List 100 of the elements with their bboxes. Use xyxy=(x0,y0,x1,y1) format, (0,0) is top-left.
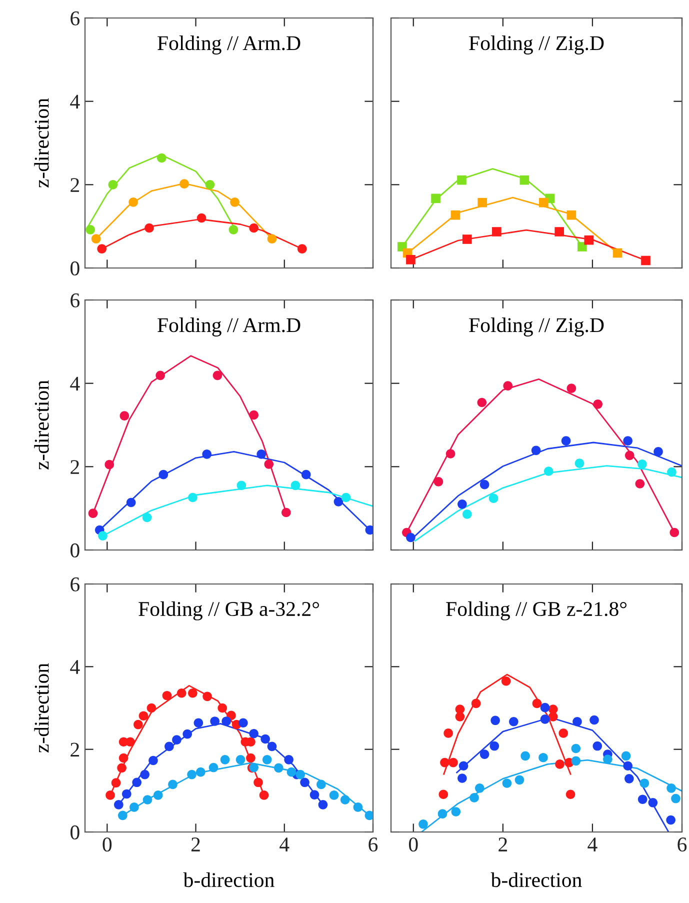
point xyxy=(638,794,648,804)
point xyxy=(450,210,460,220)
point xyxy=(267,234,277,244)
point xyxy=(282,508,291,518)
point xyxy=(267,742,277,752)
point xyxy=(212,370,222,380)
point xyxy=(480,480,490,490)
point xyxy=(462,510,472,519)
point xyxy=(540,702,550,712)
y-tick-label: 6 xyxy=(70,577,80,592)
y-tick-label: 4 xyxy=(70,94,80,109)
point xyxy=(648,798,658,808)
point xyxy=(474,784,484,793)
point xyxy=(318,800,328,810)
point xyxy=(446,449,456,458)
point xyxy=(210,716,220,726)
point xyxy=(438,790,448,800)
point xyxy=(451,807,461,816)
point xyxy=(120,411,130,420)
point xyxy=(590,715,599,725)
point xyxy=(188,492,198,502)
point xyxy=(554,227,564,236)
point xyxy=(503,381,513,390)
point xyxy=(249,410,258,420)
y-tick-label: 4 xyxy=(70,660,80,674)
point xyxy=(574,458,584,468)
point xyxy=(448,758,458,768)
point xyxy=(431,194,440,204)
point xyxy=(490,741,500,751)
point xyxy=(296,770,305,780)
point xyxy=(202,692,212,702)
point xyxy=(572,716,582,726)
point xyxy=(256,450,266,459)
point xyxy=(334,497,344,506)
point xyxy=(134,720,143,730)
point xyxy=(539,198,548,208)
point xyxy=(406,255,416,264)
point xyxy=(168,780,178,790)
point xyxy=(593,400,602,409)
point xyxy=(254,778,263,788)
point xyxy=(220,755,230,764)
point xyxy=(249,728,258,738)
point xyxy=(566,210,576,220)
point xyxy=(218,703,228,713)
point xyxy=(462,234,472,244)
y-tick-label: 2 xyxy=(70,460,79,474)
point xyxy=(126,737,135,747)
point xyxy=(284,755,294,764)
point xyxy=(114,800,124,810)
y-tick-label: 0 xyxy=(70,543,80,558)
x-tick-label: 2 xyxy=(498,838,507,852)
point xyxy=(130,802,139,812)
point xyxy=(148,756,158,766)
point xyxy=(509,716,518,726)
y-tick-label: 4 xyxy=(70,376,80,391)
point xyxy=(406,532,416,542)
point xyxy=(316,780,326,790)
y-tick-label: 2 xyxy=(70,742,79,757)
point xyxy=(140,770,150,780)
point xyxy=(502,778,512,788)
point xyxy=(514,775,524,785)
point xyxy=(477,398,487,408)
text: Folding // Zig.D xyxy=(469,318,604,336)
y-axis-title: z-direction xyxy=(34,663,49,753)
text: Folding // Arm.D xyxy=(158,36,300,54)
point xyxy=(640,778,650,788)
point xyxy=(238,718,248,728)
point xyxy=(188,688,198,698)
point xyxy=(531,446,541,456)
y-tick-label: 6 xyxy=(70,293,80,308)
point xyxy=(300,778,310,788)
point xyxy=(637,460,647,469)
x-tick-label: 2 xyxy=(191,838,200,852)
point xyxy=(641,256,650,266)
point xyxy=(205,180,215,190)
point xyxy=(501,676,511,686)
point xyxy=(310,790,320,800)
point xyxy=(353,802,363,812)
point xyxy=(571,756,581,766)
point xyxy=(458,774,467,783)
point xyxy=(671,794,680,804)
point xyxy=(138,711,148,721)
point xyxy=(623,436,632,446)
point xyxy=(329,790,339,800)
point xyxy=(612,248,622,258)
point xyxy=(561,436,571,446)
point xyxy=(584,235,594,245)
point xyxy=(128,198,138,207)
point xyxy=(236,480,246,490)
point xyxy=(603,754,612,764)
x-axis-title: b-direction xyxy=(183,872,274,888)
point xyxy=(520,751,530,761)
point xyxy=(222,716,231,726)
point xyxy=(158,470,168,480)
point xyxy=(91,234,101,244)
point xyxy=(262,755,272,764)
point xyxy=(478,198,487,208)
point xyxy=(444,728,453,738)
point xyxy=(230,198,240,207)
point xyxy=(544,466,554,476)
